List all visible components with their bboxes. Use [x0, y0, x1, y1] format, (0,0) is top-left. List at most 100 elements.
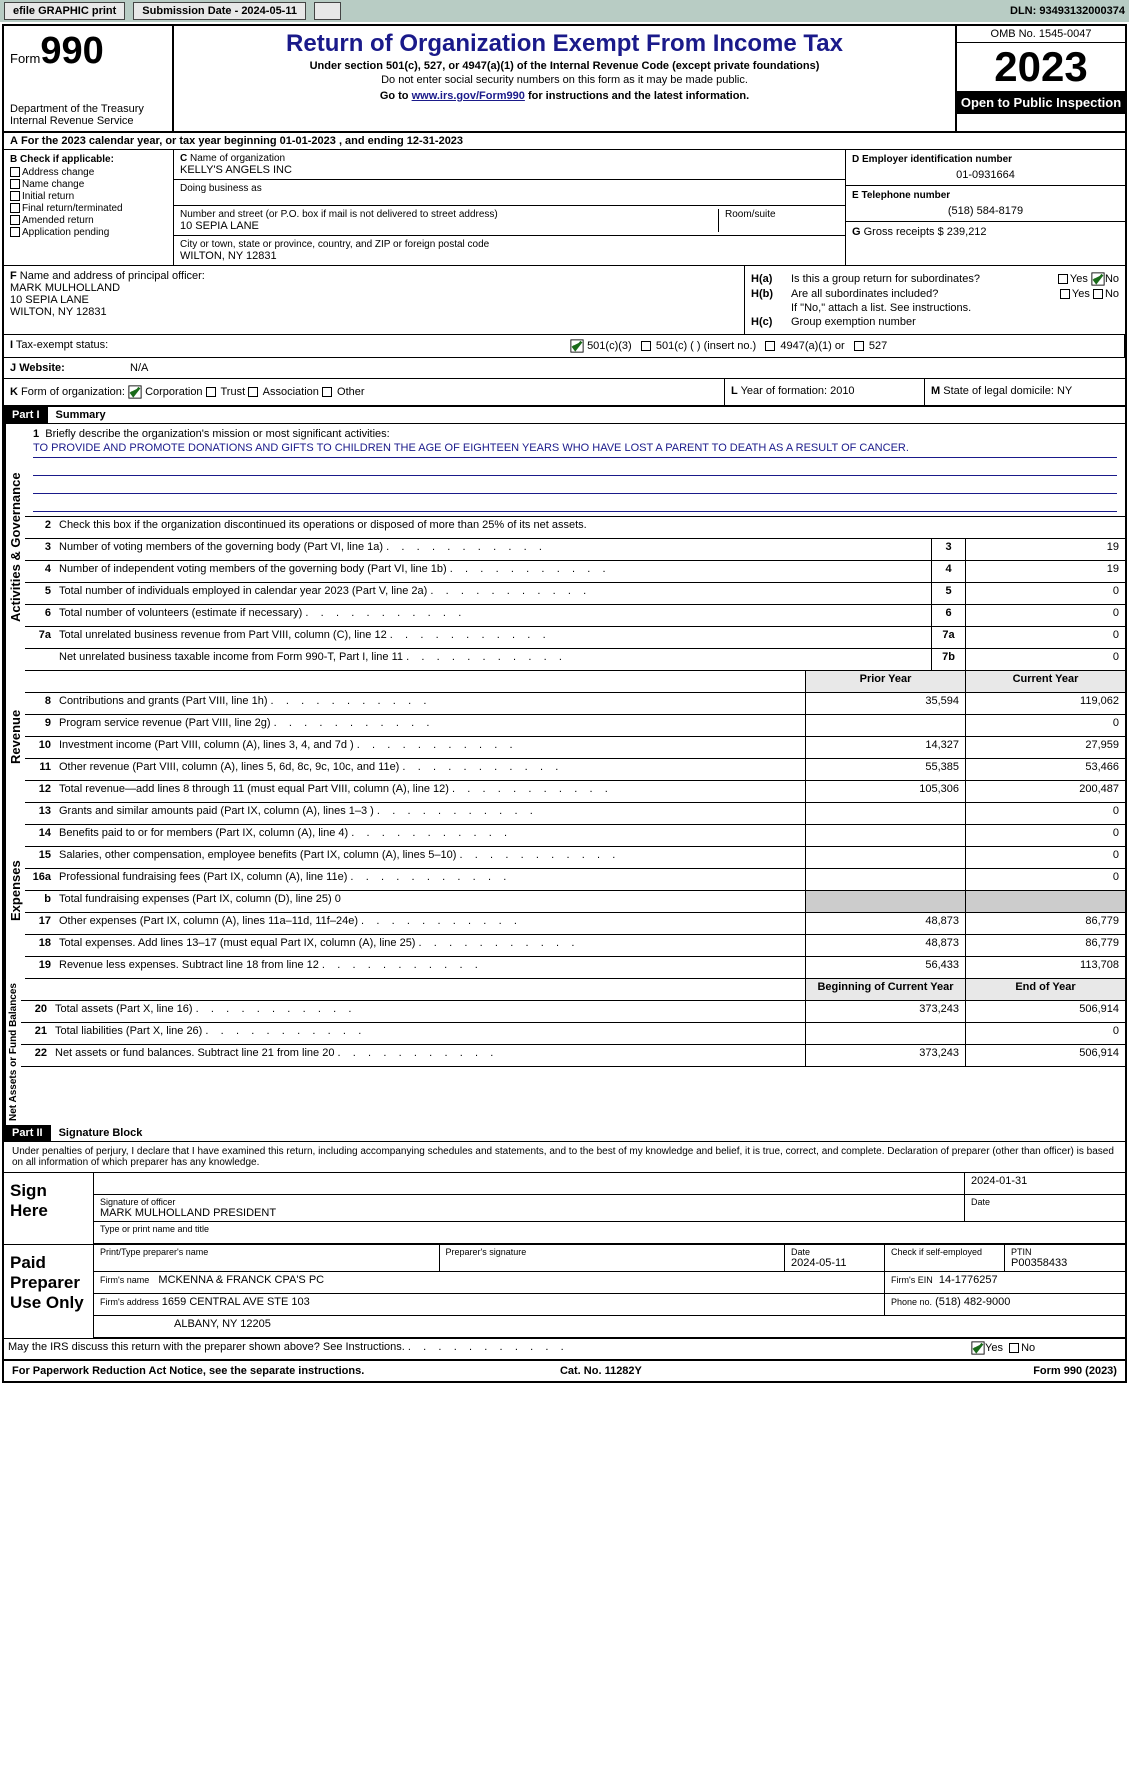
box-f: F Name and address of principal officer:… [4, 266, 745, 334]
checkbox-527[interactable] [854, 341, 864, 351]
row-a-period: A For the 2023 calendar year, or tax yea… [4, 133, 1125, 150]
summary-line: 19Revenue less expenses. Subtract line 1… [25, 957, 1125, 979]
mission-text: TO PROVIDE AND PROMOTE DONATIONS AND GIF… [33, 442, 1117, 458]
officer-name: MARK MULHOLLAND [10, 282, 738, 294]
firm-addr1: 1659 CENTRAL AVE STE 103 [162, 1296, 310, 1308]
firm-name: MCKENNA & FRANCK CPA'S PC [158, 1274, 324, 1286]
dept-label: Department of the Treasury Internal Reve… [10, 103, 166, 127]
firm-addr2: ALBANY, NY 12205 [94, 1316, 1125, 1337]
top-toolbar: efile GRAPHIC print Submission Date - 20… [0, 0, 1129, 22]
summary-line: 5Total number of individuals employed in… [25, 583, 1125, 605]
summary-line: 18Total expenses. Add lines 13–17 (must … [25, 935, 1125, 957]
paperwork-notice: For Paperwork Reduction Act Notice, see … [12, 1365, 364, 1377]
summary-line: 8Contributions and grants (Part VIII, li… [25, 693, 1125, 715]
goto-line: Go to www.irs.gov/Form990 for instructio… [182, 90, 947, 102]
summary-line: 13Grants and similar amounts paid (Part … [25, 803, 1125, 825]
checkmark-corp-icon [128, 385, 142, 399]
checkbox-assoc[interactable] [248, 387, 258, 397]
form-footer-right: Form 990 (2023) [1033, 1365, 1117, 1377]
box-h: H(a) Is this a group return for subordin… [745, 266, 1125, 334]
open-inspection-badge: Open to Public Inspection [957, 91, 1125, 114]
vtab-expenses: Expenses [4, 803, 25, 979]
checkbox-trust[interactable] [206, 387, 216, 397]
line-1-mission: 1 Briefly describe the organization's mi… [25, 424, 1125, 517]
checkbox-hb-no[interactable] [1093, 289, 1103, 299]
ein-value: 01-0931664 [852, 169, 1119, 181]
form-prefix: Form [10, 51, 40, 66]
year-formation: 2010 [830, 385, 854, 397]
ptin-value: P00358433 [1011, 1257, 1067, 1269]
perjury-declaration: Under penalties of perjury, I declare th… [4, 1142, 1125, 1172]
section-b-through-g: B Check if applicable: Address change Na… [4, 150, 1125, 266]
header-middle: Return of Organization Exempt From Incom… [174, 26, 955, 131]
dln-label: DLN: 93493132000374 [1010, 5, 1125, 17]
checkmark-discuss-yes-icon [971, 1341, 985, 1355]
blank-button[interactable] [314, 2, 341, 20]
summary-line: 7aTotal unrelated business revenue from … [25, 627, 1125, 649]
summary-expenses: Expenses 13Grants and similar amounts pa… [4, 803, 1125, 979]
box-b: B Check if applicable: Address change Na… [4, 150, 174, 265]
vtab-activities: Activities & Governance [4, 424, 25, 671]
efile-print-button[interactable]: efile GRAPHIC print [4, 2, 125, 20]
street-address: 10 SEPIA LANE [180, 220, 712, 232]
summary-line: 20Total assets (Part X, line 16)373,2435… [21, 1001, 1125, 1023]
vtab-net-assets: Net Assets or Fund Balances [4, 979, 21, 1125]
checkbox-amended[interactable] [10, 215, 20, 225]
summary-line: 16aProfessional fundraising fees (Part I… [25, 869, 1125, 891]
sign-here-label: Sign Here [4, 1173, 94, 1244]
line-2: 2 Check this box if the organization dis… [25, 517, 1125, 539]
summary-line: 3Number of voting members of the governi… [25, 539, 1125, 561]
checkmark-501c3-icon [570, 339, 584, 353]
officer-signature: MARK MULHOLLAND PRESIDENT [100, 1207, 958, 1219]
irs-link[interactable]: www.irs.gov/Form990 [412, 90, 525, 102]
officer-addr2: WILTON, NY 12831 [10, 306, 738, 318]
tax-year: 2023 [957, 43, 1125, 91]
header-left: Form990 Department of the Treasury Inter… [4, 26, 174, 131]
checkbox-4947[interactable] [765, 341, 775, 351]
dba-label: Doing business as [180, 183, 839, 194]
form-title: Return of Organization Exempt From Incom… [182, 30, 947, 58]
form-header: Form990 Department of the Treasury Inter… [4, 26, 1125, 133]
summary-line: 15Salaries, other compensation, employee… [25, 847, 1125, 869]
summary-line: 22Net assets or fund balances. Subtract … [21, 1045, 1125, 1067]
checkbox-other[interactable] [322, 387, 332, 397]
ssn-warning: Do not enter social security numbers on … [182, 74, 947, 86]
checkbox-address-change[interactable] [10, 167, 20, 177]
sign-date: 2024-01-31 [965, 1173, 1125, 1194]
checkbox-app-pending[interactable] [10, 227, 20, 237]
room-label: Room/suite [725, 209, 839, 220]
street-label: Number and street (or P.O. box if mail i… [180, 209, 712, 220]
summary-ag: Activities & Governance 1 Briefly descri… [4, 424, 1125, 671]
checkbox-discuss-no[interactable] [1009, 1343, 1019, 1353]
org-name: KELLY'S ANGELS INC [180, 164, 839, 176]
net-header-row: Beginning of Current Year End of Year [21, 979, 1125, 1001]
form-subtitle: Under section 501(c), 527, or 4947(a)(1)… [182, 60, 947, 72]
phone-value: (518) 584-8179 [852, 205, 1119, 217]
cat-number: Cat. No. 11282Y [560, 1365, 642, 1377]
checkbox-initial-return[interactable] [10, 191, 20, 201]
submission-date-button[interactable]: Submission Date - 2024-05-11 [133, 2, 306, 20]
form-990-container: Form990 Department of the Treasury Inter… [2, 24, 1127, 1383]
firm-phone: (518) 482-9000 [935, 1296, 1010, 1308]
firm-ein: 14-1776257 [939, 1274, 998, 1286]
form-footer: For Paperwork Reduction Act Notice, see … [4, 1360, 1125, 1381]
checkbox-ha-yes[interactable] [1058, 274, 1068, 284]
revenue-header-row: Prior Year Current Year [25, 671, 1125, 693]
summary-line: 14Benefits paid to or for members (Part … [25, 825, 1125, 847]
row-k-l-m: K Form of organization: Corporation Trus… [4, 379, 1125, 407]
part2-header: Part II Signature Block [4, 1125, 1125, 1142]
checkbox-501c[interactable] [641, 341, 651, 351]
header-right: OMB No. 1545-0047 2023 Open to Public In… [955, 26, 1125, 131]
section-f-h: F Name and address of principal officer:… [4, 266, 1125, 335]
state-domicile: NY [1057, 385, 1072, 397]
box-c: C Name of organization KELLY'S ANGELS IN… [174, 150, 845, 265]
summary-line: 21Total liabilities (Part X, line 26)0 [21, 1023, 1125, 1045]
vtab-revenue: Revenue [4, 671, 25, 803]
form-number: 990 [40, 30, 103, 72]
checkbox-name-change[interactable] [10, 179, 20, 189]
checkbox-final-return[interactable] [10, 203, 20, 213]
website-value: N/A [124, 358, 154, 378]
summary-line: 4Number of independent voting members of… [25, 561, 1125, 583]
checkbox-hb-yes[interactable] [1060, 289, 1070, 299]
summary-line: bTotal fundraising expenses (Part IX, co… [25, 891, 1125, 913]
